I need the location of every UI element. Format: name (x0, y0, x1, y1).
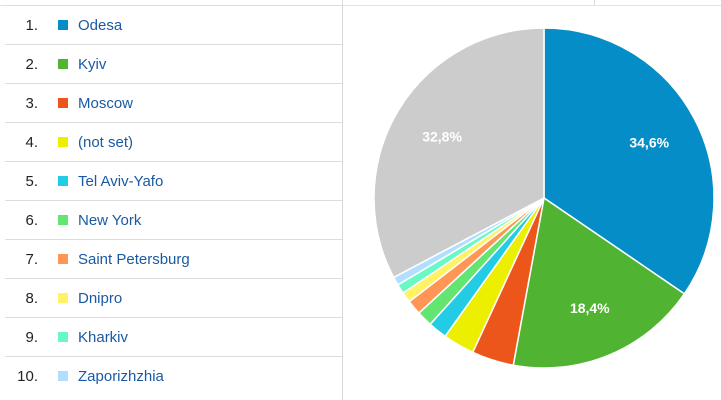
table-row: 2. Kyiv (5, 44, 342, 83)
row-rank: 10. (17, 367, 38, 385)
table-row: 5. Tel Aviv-Yafo (5, 161, 342, 200)
city-link[interactable]: Moscow (78, 94, 134, 112)
table-row: 9. Kharkiv (5, 317, 342, 356)
legend-swatch (58, 215, 68, 225)
row-rank: 2. (25, 55, 38, 73)
city-link[interactable]: Kharkiv (78, 328, 129, 346)
slice-percent-label: 32,8% (422, 129, 462, 145)
table-row: 8. Dnipro (5, 278, 342, 317)
legend-swatch (58, 371, 68, 381)
legend-swatch (58, 293, 68, 303)
table-row: 1. Odesa (5, 5, 342, 44)
row-rank: 8. (25, 289, 38, 307)
city-link[interactable]: Dnipro (78, 289, 123, 307)
table-row: 10. Zaporizhzhia (5, 356, 342, 395)
top-strip (0, 0, 721, 6)
table-row: 7. Saint Petersburg (5, 239, 342, 278)
table-row: 6. New York (5, 200, 342, 239)
row-rank: 7. (25, 250, 38, 268)
city-table: 1. Odesa 2. Kyiv 3. Moscow 4. (not set) 5. Tel Av… (0, 5, 343, 400)
legend-swatch (58, 332, 68, 342)
row-rank: 3. (25, 94, 38, 112)
city-link[interactable]: Tel Aviv-Yafo (78, 172, 164, 190)
city-link[interactable]: Zaporizhzhia (78, 367, 164, 385)
row-rank: 9. (25, 328, 38, 346)
column-divider (342, 0, 343, 5)
row-rank: 6. (25, 211, 38, 229)
pie-chart-panel: 34,6% 18,4% 32,8% (343, 6, 721, 400)
row-rank: 5. (25, 172, 38, 190)
city-link[interactable]: (not set) (78, 133, 134, 151)
slice-percent-label: 34,6% (629, 134, 669, 150)
legend-swatch (58, 98, 68, 108)
legend-swatch (58, 176, 68, 186)
city-link[interactable]: Kyiv (78, 55, 107, 73)
pie-slice[interactable] (543, 27, 715, 295)
table-row: 4. (not set) (5, 122, 342, 161)
legend-swatch (58, 20, 68, 30)
row-rank: 4. (25, 133, 38, 151)
pie-slice[interactable] (373, 27, 545, 279)
row-rank: 1. (25, 16, 38, 34)
legend-swatch (58, 137, 68, 147)
pie-chart: 34,6% 18,4% 32,8% (373, 27, 715, 369)
slice-percent-label: 18,4% (570, 300, 610, 316)
column-divider (594, 0, 595, 5)
legend-swatch (58, 254, 68, 264)
city-link[interactable]: Odesa (78, 16, 123, 34)
table-row: 3. Moscow (5, 83, 342, 122)
city-link[interactable]: New York (78, 211, 142, 229)
legend-swatch (58, 59, 68, 69)
pie-slice[interactable] (512, 196, 686, 369)
city-link[interactable]: Saint Petersburg (78, 250, 190, 268)
